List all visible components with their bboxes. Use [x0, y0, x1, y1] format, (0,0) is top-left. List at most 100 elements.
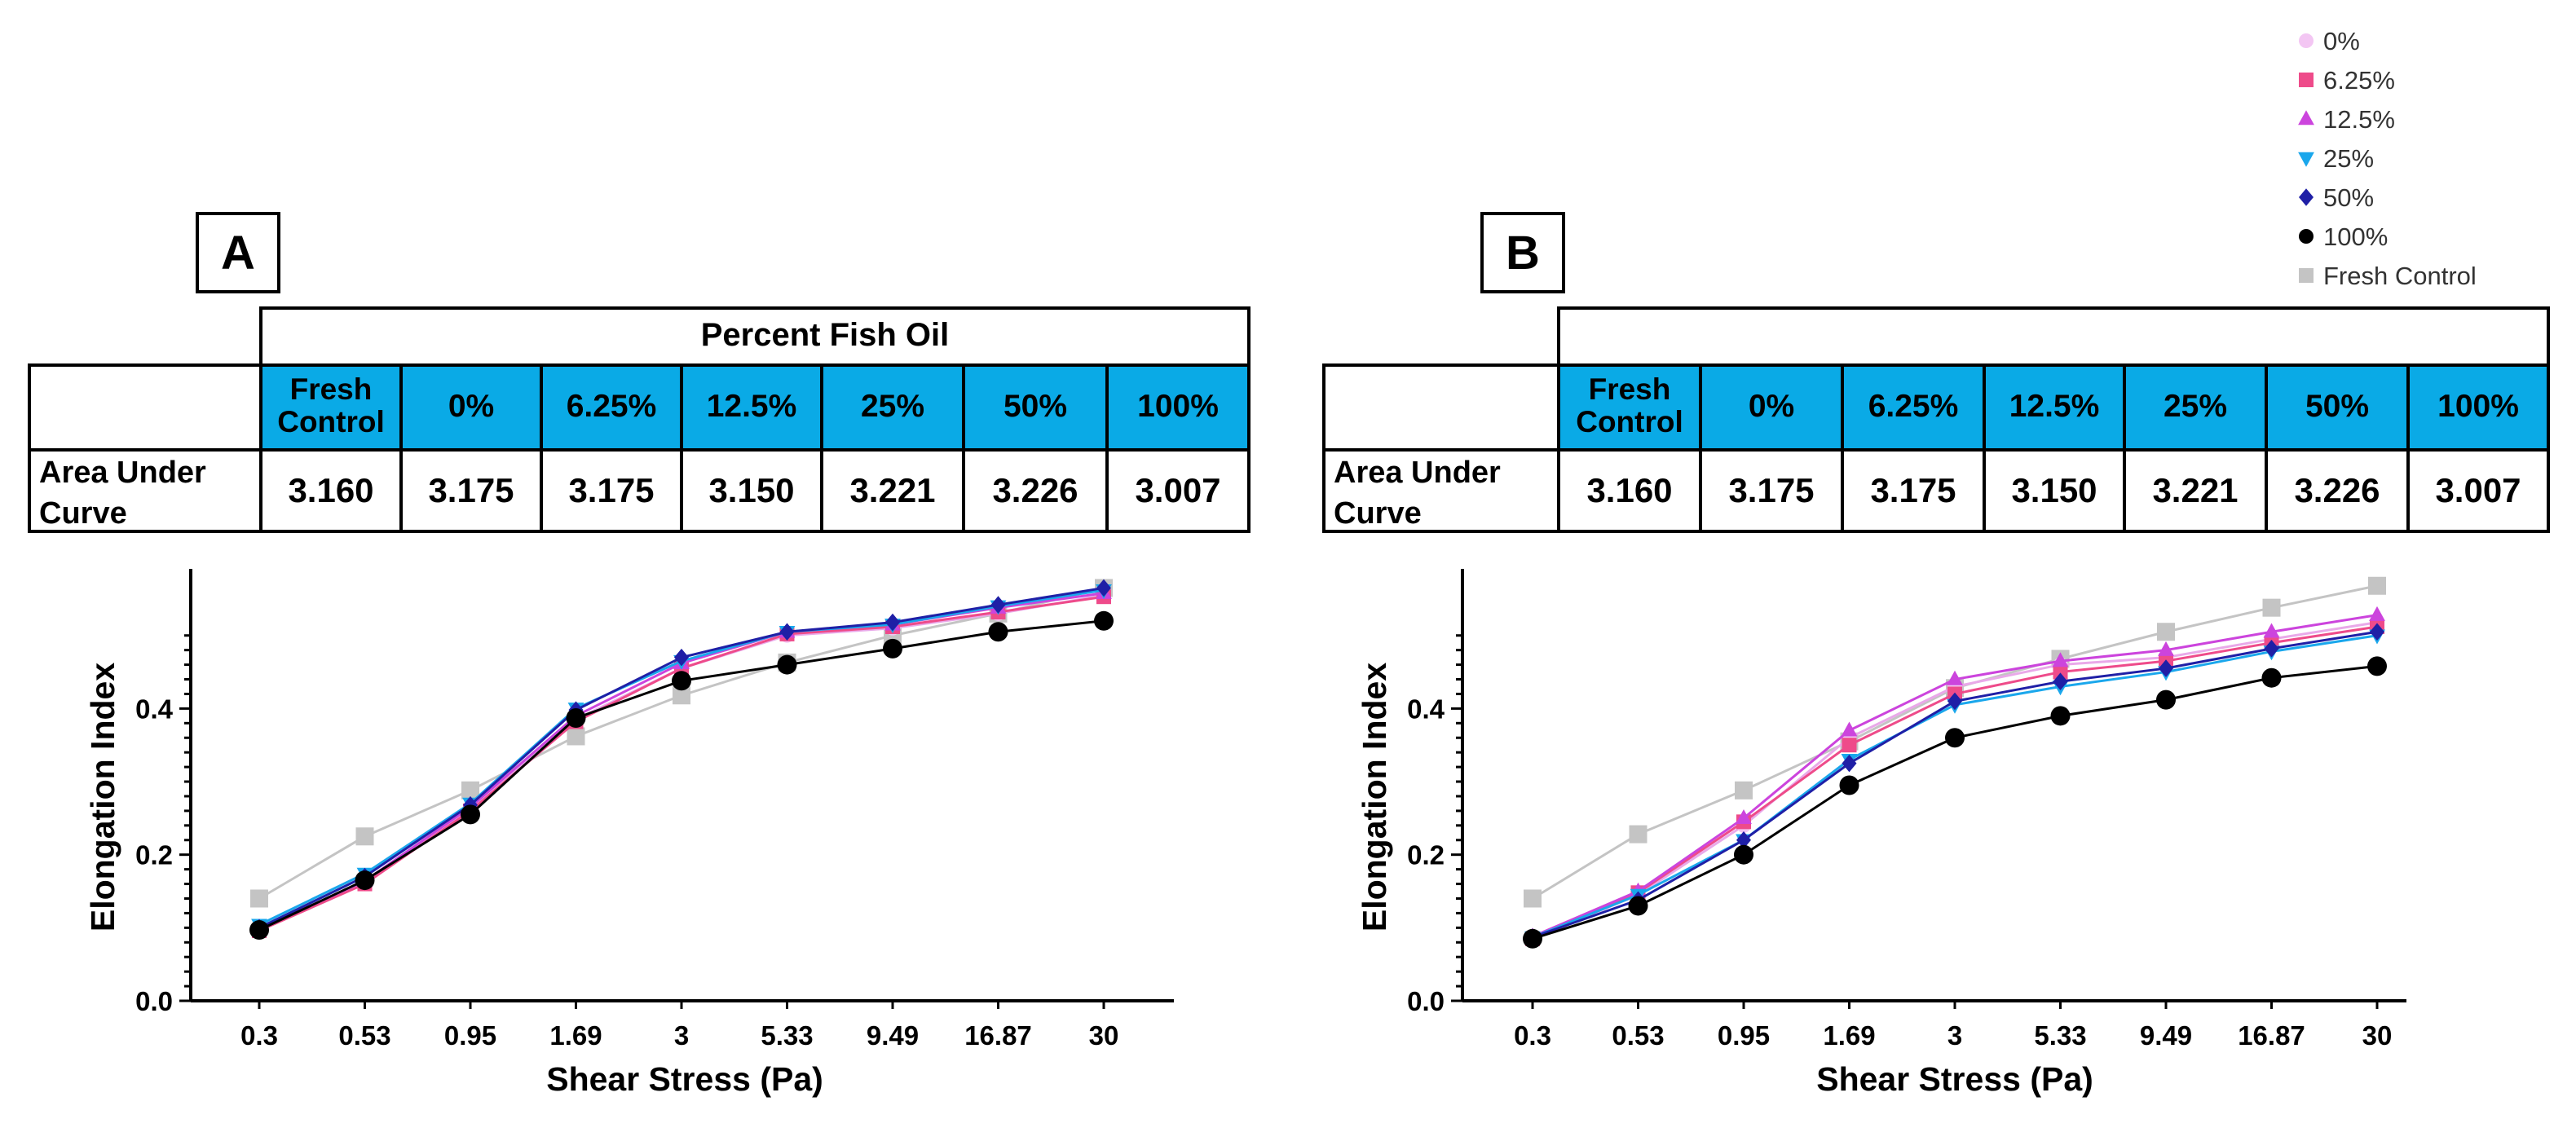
table-header-cell: [2123, 363, 2268, 452]
table-header-cell: [680, 363, 823, 452]
table-value: 3.221: [2152, 471, 2238, 509]
table-row-label-part: Curve: [1334, 496, 1422, 531]
table-header-label: 12.5%: [707, 389, 797, 424]
x-axis-title: Shear Stress (Pa): [1816, 1060, 2093, 1098]
table-header-label: 25%: [861, 389, 924, 424]
data-point: [2368, 576, 2386, 595]
series-line: [258, 588, 1105, 927]
data-point: [2367, 656, 2387, 676]
data-point: [567, 727, 585, 746]
table-value: 3.160: [288, 471, 373, 509]
table-group-header: Percent Fish Oil: [701, 317, 950, 353]
series-12-5-: [251, 584, 1112, 936]
data-point: [2053, 664, 2068, 680]
series-line: [258, 593, 1105, 929]
table-value: 3.007: [1135, 471, 1220, 509]
x-tick-label: 1.69: [549, 1020, 602, 1051]
table-header-label: 100%: [1137, 389, 1219, 424]
series-50-: [252, 579, 1111, 937]
legend-marker: [2299, 33, 2314, 48]
legend-item: 25%: [2298, 144, 2374, 173]
legend-marker: [2298, 110, 2314, 126]
table-value: 3.175: [1728, 471, 1814, 509]
data-point: [777, 654, 797, 675]
data-point: [250, 889, 268, 908]
table-header-cell: [1841, 363, 1986, 452]
panel-a-plot: 0.0 0.2 0.4 0.3 0.53 0.95 1.69 3 5.33 9.49 16.87 30…: [84, 569, 1174, 1098]
legend-item: 12.5%: [2298, 105, 2395, 134]
table-value: 3.175: [1870, 471, 1956, 509]
x-tick-label: 3: [1947, 1020, 1962, 1051]
data-point: [988, 622, 1008, 642]
x-tick-label: 0.95: [444, 1020, 496, 1051]
table-value-cell: [540, 448, 683, 533]
data-point: [2261, 667, 2282, 688]
legend-label: 50%: [2323, 183, 2374, 212]
data-point: [1734, 844, 1753, 865]
data-point: [355, 827, 374, 846]
y-tick-label: 0.0: [1407, 986, 1445, 1016]
data-point: [1629, 825, 1647, 844]
table-value: 3.221: [849, 471, 935, 509]
table-value: 3.150: [708, 471, 794, 509]
series-25-: [251, 584, 1112, 934]
data-point: [1842, 754, 1857, 773]
x-axis-title: Shear Stress (Pa): [546, 1060, 823, 1098]
data-point: [672, 671, 691, 691]
y-tick-label: 0.0: [135, 986, 173, 1016]
data-point: [1736, 830, 1751, 849]
panel-b-plot: 0.0 0.2 0.4 0.3 0.53 0.95 1.69 3 5.33 9.49 16.87 30…: [1356, 569, 2406, 1098]
table-value: 3.007: [2435, 471, 2521, 509]
x-tick-label: 16.87: [2238, 1020, 2305, 1051]
data-point: [2369, 606, 2385, 621]
table-header-cell: [962, 363, 1109, 452]
legend-item: 6.25%: [2299, 66, 2395, 95]
table-corner-cell: [28, 363, 262, 452]
series-6-25-: [252, 589, 1111, 938]
table-header-label: 50%: [2305, 389, 2369, 424]
table-row-label-part: Area Under: [1334, 456, 1501, 490]
series-0-: [252, 588, 1111, 936]
table-value: 3.160: [1586, 471, 1672, 509]
series-line: [1532, 621, 2378, 941]
x-tick-label: 0.3: [1514, 1020, 1551, 1051]
data-point: [355, 870, 375, 891]
data-point: [2159, 659, 2173, 677]
data-point: [673, 686, 690, 705]
data-point: [2157, 623, 2175, 641]
table-value-cell: [399, 448, 543, 533]
data-point: [2370, 623, 2384, 641]
table-header-label: 6.25%: [567, 389, 657, 424]
table-header-label-part: Fresh: [290, 372, 373, 406]
legend-item: 100%: [2299, 222, 2388, 251]
data-point: [2052, 652, 2069, 667]
data-point: [1736, 809, 1752, 825]
table-value-cell: [2123, 448, 2268, 533]
series-line: [258, 595, 1105, 932]
data-point: [1628, 896, 1648, 916]
y-axis-title: Elongation Index: [84, 663, 121, 932]
data-point: [885, 613, 900, 632]
data-point: [2053, 672, 2068, 691]
table-value: 3.226: [2294, 471, 2380, 509]
table-value-cell: [1557, 448, 1702, 533]
table-header-label: 6.25%: [1868, 389, 1959, 424]
table-value-cell: [962, 448, 1109, 533]
legend-marker: [2299, 73, 2314, 87]
legend-label: 25%: [2323, 144, 2374, 173]
panel-a-letter: A: [221, 227, 255, 280]
data-point: [1841, 721, 1858, 737]
data-point: [249, 920, 269, 941]
data-point: [674, 648, 689, 667]
y-tick-label: 0.2: [1407, 840, 1445, 870]
data-point: [779, 623, 795, 641]
y-tick-label: 0.4: [1407, 694, 1445, 724]
x-tick-label: 0.3: [240, 1020, 278, 1051]
panel-b-letter-box: [1480, 212, 1565, 293]
legend-marker: [2299, 229, 2314, 244]
legend-label: 100%: [2323, 222, 2388, 251]
y-tick-label: 0.4: [135, 694, 174, 724]
